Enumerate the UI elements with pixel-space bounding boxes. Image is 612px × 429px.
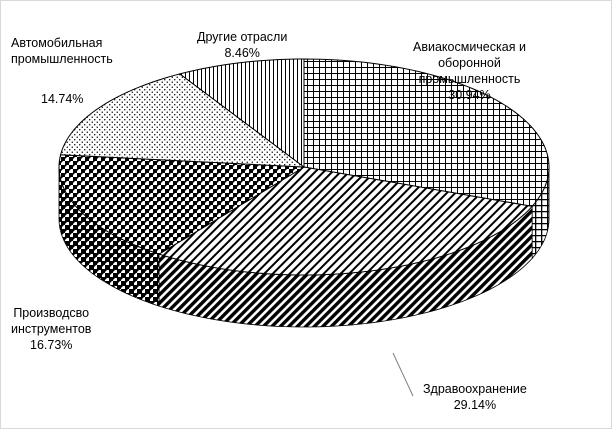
- pie-side-walls: [58, 166, 550, 328]
- slice-name-line: Производсво: [13, 306, 90, 320]
- slice-label-instruments: Производсво инструментов 16.73%: [11, 305, 91, 353]
- slice-name-line: Автомобильная: [11, 36, 103, 50]
- slice-label-aerospace: Авиакосмическая и оборонной промышленнос…: [413, 39, 526, 103]
- slice-name-line: оборонной: [438, 56, 501, 70]
- slice-value-label: 29.14%: [453, 398, 497, 412]
- slice-label-other: Другие отрасли 8.46%: [197, 29, 287, 61]
- slice-other[interactable]: [178, 58, 305, 168]
- leader-line-healthcare: [392, 352, 414, 397]
- slice-aerospace[interactable]: [303, 58, 550, 207]
- slice-name-line: Другие отрасли: [197, 30, 288, 44]
- slice-healthcare[interactable]: [157, 166, 534, 276]
- slice-value-label: 14.74%: [41, 92, 84, 106]
- slice-value-label-automotive: 14.74%: [41, 91, 83, 107]
- slice-label-healthcare: Здравоохранение 29.14%: [423, 381, 527, 413]
- slice-automotive[interactable]: [59, 73, 306, 168]
- slice-name-line: промышленность: [11, 52, 113, 66]
- slice-name-line: промышленность: [418, 72, 521, 86]
- slice-instruments[interactable]: [58, 154, 306, 255]
- slice-value-label: 16.73%: [30, 338, 73, 352]
- slice-name-line: Здравоохранение: [423, 382, 527, 396]
- leader-lines: [392, 352, 414, 397]
- slice-name-line: Авиакосмическая и: [413, 40, 526, 54]
- pie-slices: [58, 58, 550, 276]
- slice-name-line: инструментов: [11, 322, 92, 336]
- slice-label-automotive: Автомобильная промышленность: [11, 35, 113, 67]
- slice-value-label: 8.46%: [224, 46, 260, 60]
- slice-value-label: 30.94%: [448, 88, 491, 102]
